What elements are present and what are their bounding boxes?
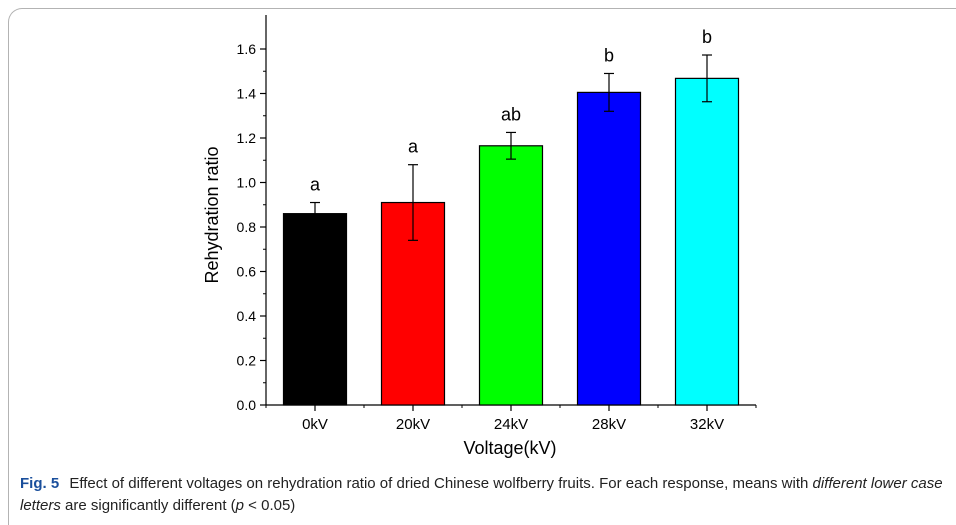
bar — [282, 213, 348, 406]
figure-label: Fig. 5 — [20, 475, 60, 492]
x-axis-label: Voltage(kV) — [463, 438, 556, 458]
x-tick-label: 32kV — [690, 416, 724, 433]
y-tick-label: 1.2 — [237, 130, 257, 146]
y-axis-label: Rehydration ratio — [202, 146, 222, 283]
significance-letter: ab — [501, 104, 521, 124]
caption-text-3: < 0.05) — [244, 497, 296, 514]
caption-text-2: are significantly different ( — [60, 497, 236, 514]
bar — [576, 91, 642, 406]
x-tick-label: 0kV — [302, 416, 328, 433]
significance-letter: b — [702, 27, 712, 47]
y-tick-label: 0.0 — [237, 397, 257, 413]
y-tick-label: 0.2 — [237, 353, 257, 369]
caption-p-symbol: p — [235, 497, 245, 514]
y-tick-label: 0.6 — [237, 264, 257, 280]
significance-letter: a — [408, 137, 419, 157]
y-tick-label: 1.6 — [237, 41, 257, 57]
x-tick-label: 28kV — [592, 416, 626, 433]
x-tick-label: 24kV — [494, 416, 528, 433]
plot-area: 0.0 0.2 0.4 0.6 0.8 1.0 1.2 1.4 1.6 a 0kV a 20kV ab 24… — [237, 15, 757, 433]
figure-frame — [8, 8, 956, 525]
caption-text-1: Effect of different voltages on rehydrat… — [69, 475, 813, 492]
y-tick-label: 1.0 — [237, 175, 257, 191]
significance-letter: b — [604, 45, 614, 65]
y-tick-label: 1.4 — [237, 86, 257, 102]
significance-letter: a — [310, 175, 321, 195]
caption-italic-text: different lower case letters — [20, 475, 943, 514]
bar — [478, 145, 544, 406]
bar — [674, 77, 740, 406]
x-tick-label: 20kV — [396, 416, 430, 433]
y-tick-label: 0.8 — [237, 219, 257, 235]
figure-caption: Fig. 5 Effect of different voltages on r… — [20, 473, 945, 517]
y-tick-label: 0.4 — [237, 308, 257, 324]
bar-chart: 0.0 0.2 0.4 0.6 0.8 1.0 1.2 1.4 1.6 a 0kV a 20kV ab 24… — [202, 15, 757, 458]
